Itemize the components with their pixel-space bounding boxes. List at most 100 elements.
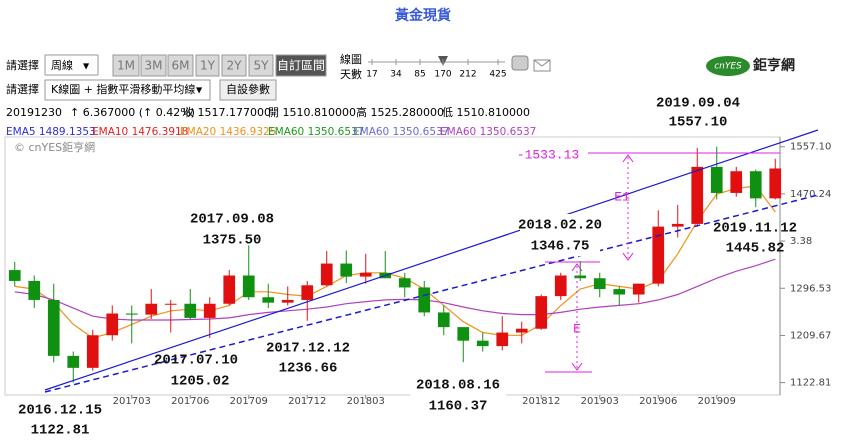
y-tick-label: 1209.67 <box>790 330 831 341</box>
candle-body <box>457 327 470 341</box>
annotation: 1205.02 <box>171 374 230 390</box>
x-tick-label: 201706 <box>171 396 209 407</box>
legend-item: EMA10 1476.3918 <box>92 126 188 138</box>
target-label: -1533.13 <box>517 147 579 162</box>
e1-label: E1 <box>614 189 630 204</box>
y-tick-label: 1557.10 <box>790 142 831 153</box>
e-label: E <box>573 321 581 336</box>
candle-body <box>281 299 294 303</box>
trend-line <box>44 129 819 391</box>
slider-label: 170 <box>434 70 451 80</box>
annotation: 1122.81 <box>31 423 90 439</box>
candle-body <box>496 332 509 347</box>
range-text: 1M <box>117 59 135 73</box>
annotation: 1346.75 <box>531 239 590 255</box>
info-high: 高 1525.280000 <box>356 105 444 119</box>
annotation: 1375.50 <box>203 233 262 249</box>
candle-body <box>398 278 411 288</box>
candle-body <box>86 335 99 368</box>
candle-body <box>203 303 216 318</box>
select-label: 請選擇 <box>6 58 39 72</box>
print-icon[interactable] <box>511 55 529 71</box>
range-text: 6M <box>172 59 190 73</box>
select-arrow: ▼ <box>83 62 90 71</box>
annotation: 2017.12.12 <box>266 341 350 357</box>
x-tick-label: 201909 <box>698 396 736 407</box>
annotation: 2019.09.04 <box>656 96 740 112</box>
candle-body <box>301 285 314 300</box>
y-tick-label: 1296.53 <box>790 283 831 294</box>
indicator-value: K線圖 + 指數平滑移動平均線 <box>51 82 195 96</box>
y-tick-label: 1470.24 <box>790 189 831 200</box>
label-bg <box>410 376 506 416</box>
range-text: 3M <box>145 59 163 73</box>
candle-body <box>28 280 41 300</box>
watermark: © cnYES鉅亨網 <box>14 140 95 154</box>
days-label: 線圖 <box>340 52 362 66</box>
x-tick-label: 201712 <box>288 396 326 407</box>
candle-body <box>359 272 372 277</box>
candle-body <box>320 263 333 286</box>
candle-body <box>145 303 158 315</box>
annotation: 2016.12.15 <box>18 403 102 419</box>
candle-body <box>67 355 80 368</box>
candle-body <box>106 313 119 336</box>
x-tick-label: 201803 <box>347 396 385 407</box>
period-select[interactable] <box>44 54 99 76</box>
annotation: 2018.02.20 <box>518 218 602 234</box>
arrow-heads <box>571 154 634 371</box>
indicator-select[interactable] <box>44 79 211 101</box>
slider-label: 17 <box>366 70 377 80</box>
ma-line <box>14 258 776 321</box>
page-title: 黃金現貨 <box>394 7 451 24</box>
candle-body <box>47 299 60 356</box>
candle-body <box>769 168 782 199</box>
annotation: 1236.66 <box>279 361 338 377</box>
x-tick-label: 201906 <box>639 396 677 407</box>
range-button[interactable] <box>140 54 167 77</box>
candle-body <box>8 270 21 281</box>
x-tick-label: 201709 <box>230 396 268 407</box>
range-text: 1Y <box>200 59 216 73</box>
settings-button[interactable] <box>219 79 277 101</box>
range-text: 自訂區間 <box>277 58 325 73</box>
candle-body <box>730 171 743 193</box>
days-label: 天數 <box>340 68 362 81</box>
range-button[interactable] <box>195 54 220 77</box>
candle-body <box>476 340 489 347</box>
range-button[interactable] <box>221 54 247 77</box>
range-button[interactable] <box>112 54 140 77</box>
logo-small: cnYES <box>714 62 742 72</box>
logo: 鉅亨網 <box>753 57 795 74</box>
range-button[interactable] <box>248 54 274 77</box>
candle-body <box>262 297 275 303</box>
annotation: 2017.09.08 <box>190 212 274 228</box>
candle-body <box>125 313 138 315</box>
candle-body <box>418 287 431 313</box>
candle-body <box>554 275 567 297</box>
range-button[interactable] <box>167 54 194 77</box>
y-tick-label: 3.38 <box>790 236 812 247</box>
legend-item: EMA60 1350.6537 <box>353 126 449 138</box>
candle-body <box>691 166 704 224</box>
x-tick-label: 201903 <box>581 396 619 407</box>
candle-body <box>710 166 723 193</box>
select-label: 請選擇 <box>6 82 39 96</box>
range-text: 5Y <box>254 59 270 73</box>
info-open: 開 1510.810000 <box>268 106 356 119</box>
annotation: 2018.08.16 <box>416 378 500 394</box>
candle-body <box>184 303 197 318</box>
info-low: 低 1510.810000 <box>442 106 530 119</box>
x-tick-label: 201812 <box>522 396 560 407</box>
candle-body <box>242 275 255 298</box>
candle-body <box>593 278 606 290</box>
x-tick-label: 201703 <box>113 396 151 407</box>
slider-label: 85 <box>414 70 425 80</box>
mail-icon-flap <box>533 59 551 67</box>
legend-item: EMA60 1350.6537 <box>440 126 536 138</box>
legend-item: EMA20 1436.9325 <box>180 126 276 138</box>
range-button[interactable] <box>275 54 327 77</box>
annotation: 2019.11.12 <box>713 221 797 237</box>
